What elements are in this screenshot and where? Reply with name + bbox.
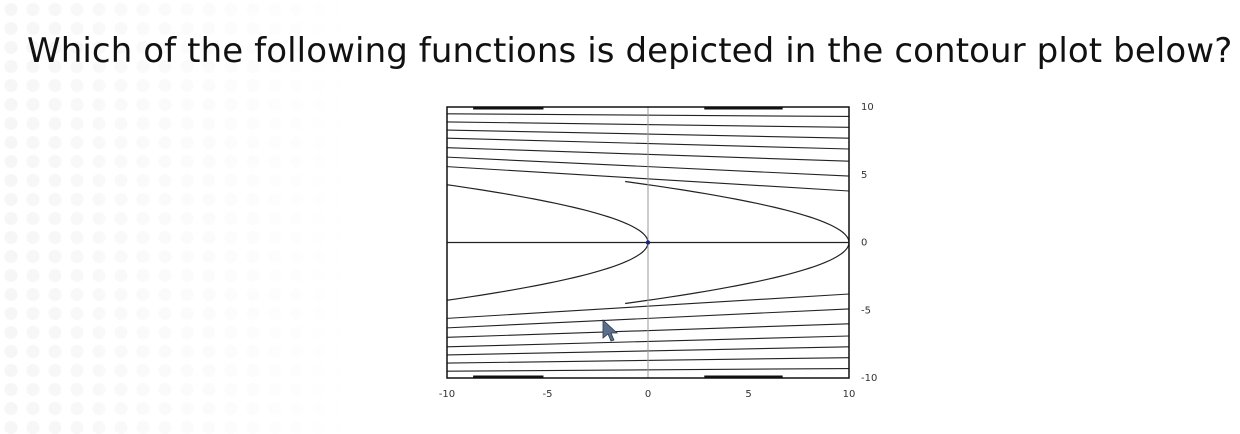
mouse-cursor-icon: [602, 319, 619, 342]
question-text: Which of the following functions is depi…: [27, 31, 1233, 71]
y-tick-label: -10: [861, 373, 877, 384]
contour-parabola: [625, 180, 849, 305]
x-tick-label: -10: [439, 389, 455, 400]
y-tick-label: 10: [861, 102, 874, 113]
y-tick-label: 5: [861, 170, 867, 181]
x-tick-label: 0: [645, 389, 651, 400]
origin-marker: [645, 240, 651, 245]
x-tick-label: -5: [543, 389, 553, 400]
y-tick-label: 0: [861, 238, 867, 249]
plot-frame: [446, 106, 850, 379]
x-tick-label: 10: [843, 389, 856, 400]
x-tick-label: 5: [745, 389, 751, 400]
contour-lines-group: [447, 107, 849, 378]
y-tick-label: -5: [861, 305, 871, 316]
